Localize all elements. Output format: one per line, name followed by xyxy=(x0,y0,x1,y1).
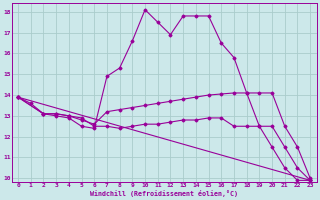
X-axis label: Windchill (Refroidissement éolien,°C): Windchill (Refroidissement éolien,°C) xyxy=(90,190,238,197)
